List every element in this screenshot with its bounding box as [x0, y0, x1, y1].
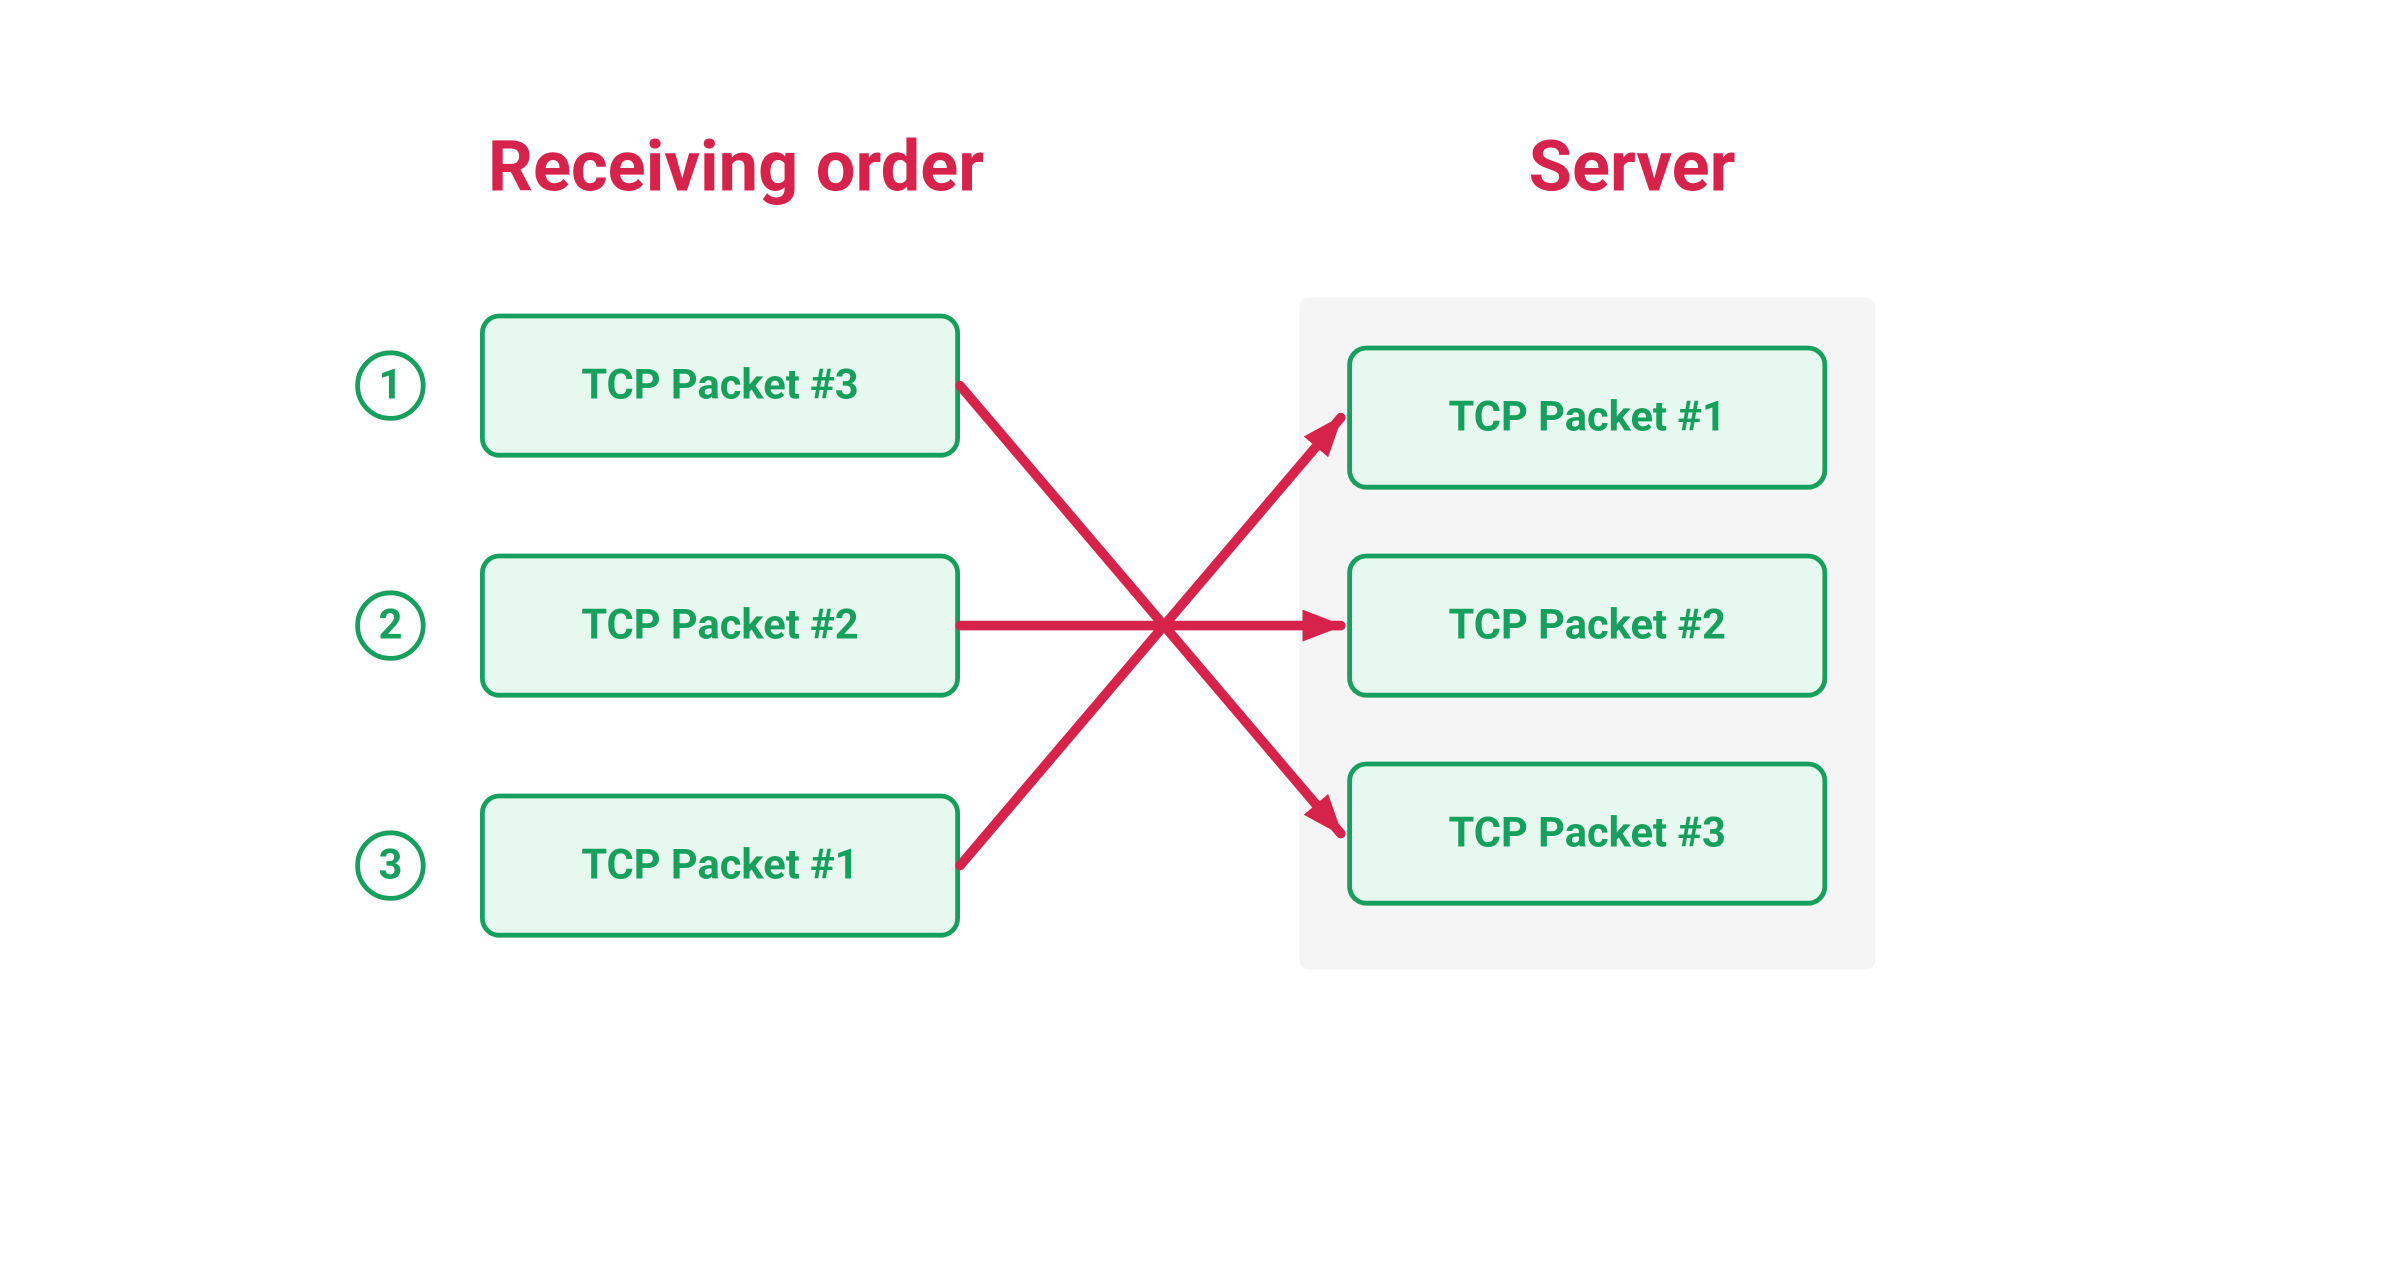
- left-packet-box: TCP Packet #3: [480, 314, 960, 458]
- left-packet-box: TCP Packet #2: [480, 554, 960, 698]
- left-packet-box: TCP Packet #1: [480, 794, 960, 938]
- right-packet-box: TCP Packet #2: [1347, 554, 1827, 698]
- title-server: Server: [1312, 125, 1952, 208]
- order-badge: 1: [355, 350, 425, 420]
- right-packet-box: TCP Packet #3: [1347, 762, 1827, 906]
- title-receiving-order: Receiving order: [416, 125, 1056, 208]
- right-packet-box: TCP Packet #1: [1347, 346, 1827, 490]
- order-badge: 2: [355, 590, 425, 660]
- order-badge: 3: [355, 830, 425, 900]
- diagram-canvas: Receiving order Server 1 2 3 TCP Packet …: [0, 0, 2400, 1280]
